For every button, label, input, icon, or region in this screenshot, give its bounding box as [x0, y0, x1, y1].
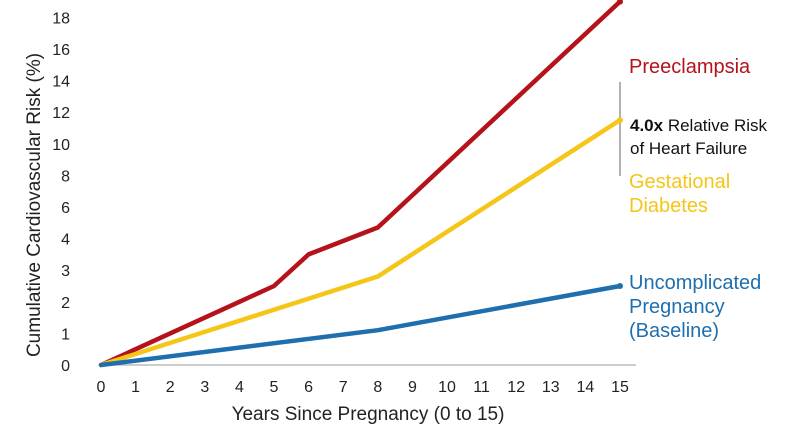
x-tick-label: 13 — [542, 379, 560, 396]
y-tick-label: 0 — [61, 358, 70, 375]
x-tick-label: 14 — [577, 379, 595, 396]
series-line-gestational-diabetes — [98, 117, 623, 368]
x-tick-label: 0 — [97, 379, 106, 396]
series-label-gestational-diabetes: Diabetes — [629, 195, 708, 217]
annotation-multiplier: 4.0x — [630, 116, 664, 135]
x-tick-label: 1 — [131, 379, 140, 396]
x-tick-label: 2 — [166, 379, 175, 396]
y-axis-ticks: 012346810121416182020 — [52, 10, 70, 375]
series-label-gestational-diabetes: Gestational — [629, 171, 730, 193]
x-tick-label: 15 — [611, 379, 629, 396]
y-tick-label: 18 — [52, 10, 70, 27]
series-label-preeclampsia: Preeclampsia — [629, 56, 751, 78]
x-tick-label: 8 — [373, 379, 382, 396]
x-tick-label: 12 — [507, 379, 525, 396]
y-tick-label: 10 — [52, 137, 70, 154]
y-tick-label: 2 — [61, 295, 70, 312]
x-axis-label: Years Since Pregnancy (0 to 15) — [232, 404, 505, 425]
y-tick-label: 3 — [61, 263, 70, 280]
y-tick-label: 1 — [61, 326, 70, 343]
x-tick-label: 6 — [304, 379, 313, 396]
y-tick-label: 4 — [61, 232, 70, 249]
y-axis-label: Cumulative Cardiovascular Risk (%) — [24, 53, 45, 357]
series-label-uncomplicated-pregnancy-baseline: Uncomplicated — [629, 272, 761, 294]
x-tick-label: 3 — [200, 379, 209, 396]
annotation-text: Relative Risk — [663, 116, 767, 135]
annotation-line-1: 4.0x Relative Risk — [630, 116, 768, 135]
series-endpoint-gestational-diabetes — [617, 117, 623, 124]
annotation-line-2: of Heart Failure — [630, 139, 747, 158]
x-tick-label: 9 — [408, 379, 417, 396]
x-tick-label: 4 — [235, 379, 244, 396]
y-tick-label: 16 — [52, 42, 70, 59]
series-endpoint-uncomplicated-pregnancy-baseline — [617, 283, 623, 289]
relative-risk-annotation: 4.0x Relative Risk of Heart Failure — [619, 82, 768, 176]
x-tick-label: 7 — [339, 379, 348, 396]
series-line-uncomplicated-pregnancy-baseline — [98, 283, 623, 368]
x-tick-label: 11 — [473, 379, 490, 396]
y-tick-label: 12 — [52, 105, 70, 122]
series-label-uncomplicated-pregnancy-baseline: Pregnancy — [629, 296, 725, 318]
x-axis-ticks: 0 1 2 3 4 5 6 7 8 9 10 11 12 13 14 15 — [97, 379, 629, 396]
x-tick-label: 5 — [270, 379, 279, 396]
y-tick-label: 6 — [61, 200, 70, 217]
y-tick-label: 8 — [61, 168, 70, 185]
series-lines — [98, 0, 623, 368]
series-label-uncomplicated-pregnancy-baseline: (Baseline) — [629, 320, 719, 342]
x-tick-label: 10 — [438, 379, 456, 396]
series-line-preeclampsia — [98, 0, 623, 368]
y-tick-label: 14 — [52, 74, 70, 91]
series-endpoint-preeclampsia — [617, 0, 623, 5]
